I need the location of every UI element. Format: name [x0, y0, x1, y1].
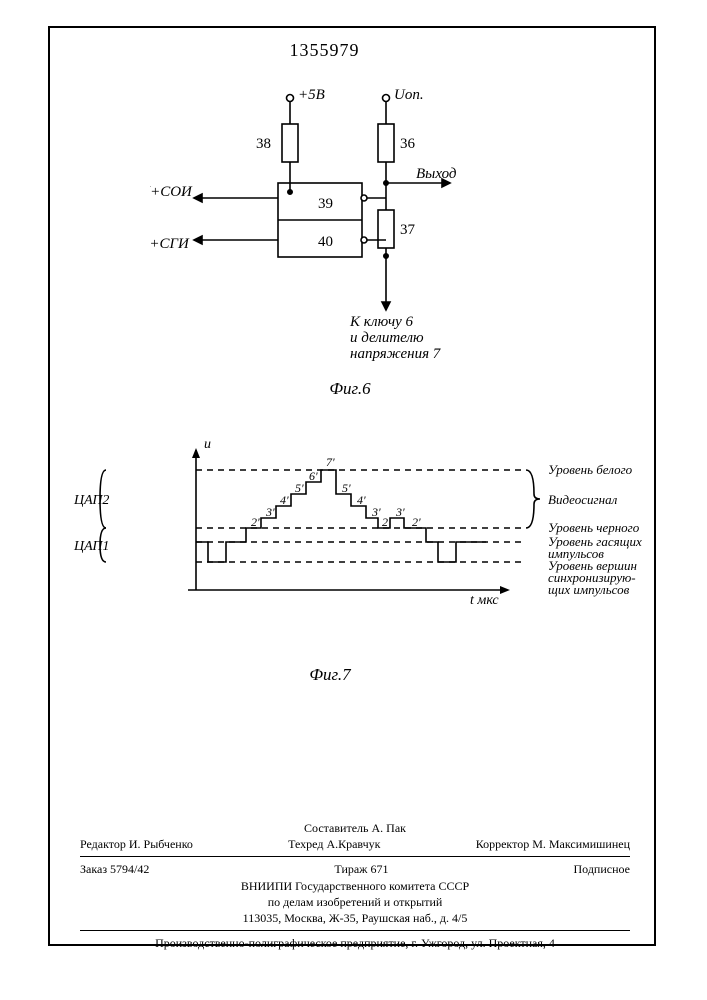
dac1-label: ЦАП1 — [73, 539, 109, 554]
techred: Техред А.Кравчук — [288, 836, 380, 852]
signed: Подписное — [574, 861, 631, 877]
step-label: 2' — [251, 515, 260, 529]
dac2-label: ЦАП2 — [73, 493, 109, 508]
step-label: 7' — [326, 455, 335, 469]
step-label: 3' — [265, 505, 275, 519]
label-b39: 39 — [318, 196, 333, 212]
fig7-caption: Фиг.7 — [150, 665, 510, 685]
label-bottom3: напряжения 7 — [350, 346, 442, 362]
label-bottom1: К ключу 6 — [349, 314, 414, 330]
label-in1: КСИ+СОИ — [150, 184, 193, 200]
step-label: 2' — [382, 515, 391, 529]
x-axis-label: t мкс — [470, 593, 499, 608]
label-r37: 37 — [400, 222, 416, 238]
colophon: Составитель А. Пак Редактор И. Рыбченко … — [80, 820, 630, 951]
figure-6: +5В Uоп. 38 36 37 39 40 Выход КСИ+СОИ КГ… — [150, 80, 550, 380]
step-label: 5' — [342, 481, 351, 495]
step-label: 2' — [412, 515, 421, 529]
label-r36: 36 — [400, 136, 416, 152]
org-addr: 113035, Москва, Ж-35, Раушская наб., д. … — [80, 910, 630, 926]
step-label: 5' — [295, 481, 304, 495]
step-label: 3' — [395, 505, 405, 519]
label-b40: 40 — [318, 234, 333, 250]
label-output: Выход — [416, 166, 457, 182]
step-label: 4' — [280, 493, 289, 507]
printer: Производственно-полиграфическое предприя… — [80, 935, 630, 951]
document-number: 1355979 — [0, 40, 649, 61]
label-5v: +5В — [298, 87, 325, 103]
order-no: Заказ 5794/42 — [80, 861, 149, 877]
divider-icon — [80, 930, 630, 931]
lvl-sync3: щих импульсов — [548, 582, 630, 597]
step-label: 6' — [309, 469, 318, 483]
divider-icon — [80, 856, 630, 857]
fig6-caption: Фиг.6 — [150, 379, 550, 399]
label-in2: КГИ+СГИ — [150, 236, 190, 252]
lvl-video: Видеосигнал — [548, 492, 618, 507]
tirazh: Тираж 671 — [334, 861, 388, 877]
y-axis-label: u — [204, 437, 211, 452]
label-bottom2: и делителю — [350, 330, 424, 346]
lvl-white: Уровень белого — [548, 462, 633, 477]
corrector: Корректор М. Максимишинец — [476, 836, 630, 852]
step-label: 4' — [357, 493, 366, 507]
step-label: 3' — [371, 505, 381, 519]
composer: Составитель А. Пак — [80, 820, 630, 836]
org-line1: ВНИИПИ Государственного комитета СССР — [80, 878, 630, 894]
label-r38: 38 — [256, 136, 271, 152]
page: 1355979 — [0, 0, 707, 1000]
figure-7: 2'3'4'5'6'7'5'4'3'2'3'2' u t мкс ЦАП2 ЦА… — [70, 430, 650, 660]
org-line2: по делам изобретений и открытий — [80, 894, 630, 910]
lvl-black: Уровень черного — [548, 520, 640, 535]
label-uop: Uоп. — [394, 87, 424, 103]
editor: Редактор И. Рыбченко — [80, 836, 193, 852]
